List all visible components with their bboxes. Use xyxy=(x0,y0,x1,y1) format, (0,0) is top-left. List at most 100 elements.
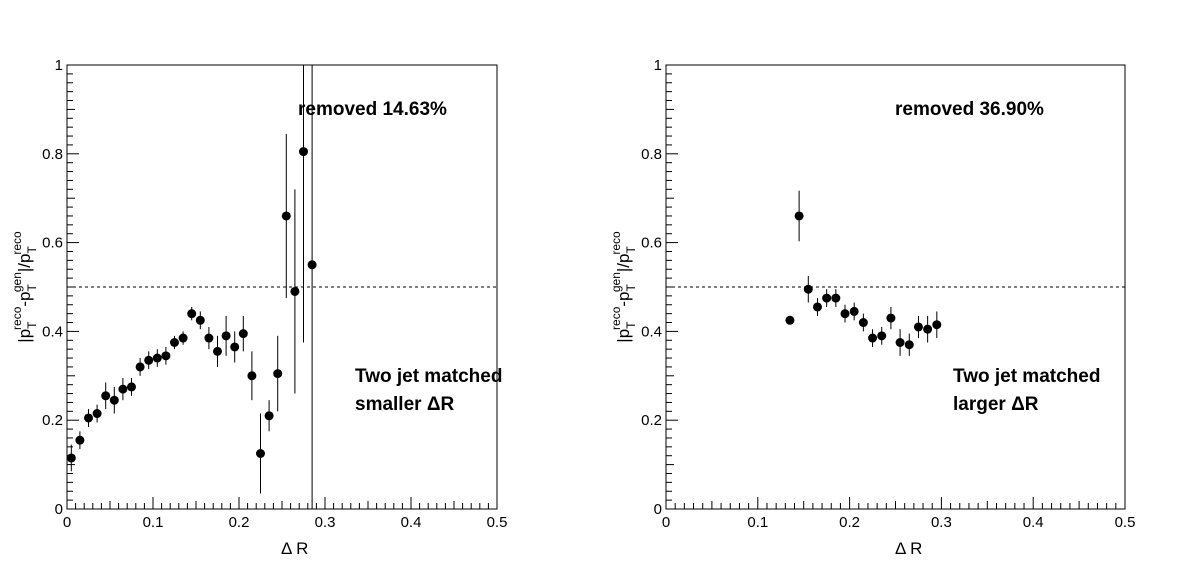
data-point xyxy=(118,384,128,394)
data-point xyxy=(84,413,93,423)
data-point xyxy=(92,409,102,419)
y-axis-label-part: reco xyxy=(609,306,623,330)
data-point xyxy=(868,333,878,343)
data-point xyxy=(273,369,283,379)
data-point xyxy=(299,147,308,157)
x-tick-label: 0 xyxy=(662,514,670,531)
data-point xyxy=(256,449,265,458)
y-tick-label: 0.6 xyxy=(42,235,63,252)
data-point xyxy=(281,211,291,221)
data-point xyxy=(264,411,274,421)
y-axis-label-part: T xyxy=(25,321,39,329)
y-axis-label-part: T xyxy=(25,283,39,291)
y-tick-label: 0.6 xyxy=(641,235,662,252)
chart-panel-1: 0 0.1 0.2 0.3 0.4 0.5 0 0.2 0.4 0.6 0.8 1 removed 14… xyxy=(10,57,507,558)
data-point xyxy=(913,322,923,332)
y-axis-label-part: -p xyxy=(15,291,34,306)
data-point xyxy=(178,333,188,343)
match-annotation-line1: Two jet matched xyxy=(953,366,1100,387)
removed-annotation: removed 36.90% xyxy=(895,99,1044,120)
data-point xyxy=(877,331,887,341)
data-point xyxy=(221,331,231,341)
data-point xyxy=(849,306,859,316)
data-point xyxy=(290,286,300,296)
y-tick-label: 0.4 xyxy=(42,323,63,340)
y-axis-label-part: |p xyxy=(15,329,34,343)
data-point xyxy=(230,342,240,352)
y-tick-label: 0 xyxy=(654,501,662,518)
match-annotation-line2: larger ΔR xyxy=(953,394,1039,415)
data-point xyxy=(152,353,162,363)
match-annotation-line1: Two jet matched xyxy=(355,366,502,387)
y-axis-label-part: |/p xyxy=(15,254,34,273)
data-point xyxy=(161,351,171,361)
data-point xyxy=(187,309,197,319)
data-point xyxy=(886,313,896,323)
data-point xyxy=(822,293,832,303)
y-axis-label-part: T xyxy=(624,246,638,254)
data-point xyxy=(213,346,222,356)
data-point xyxy=(785,315,795,325)
x-tick-label: 0 xyxy=(63,514,71,531)
data-point xyxy=(238,329,248,339)
x-tick-label: 0.5 xyxy=(487,514,508,531)
y-axis-label-part: reco xyxy=(10,306,24,330)
data-point xyxy=(923,324,933,334)
x-tick-label: 0.3 xyxy=(931,514,952,531)
y-tick-label: 1 xyxy=(55,57,63,74)
x-tick-label: 0.4 xyxy=(401,514,422,531)
data-point xyxy=(247,371,257,381)
data-point xyxy=(204,333,214,343)
match-annotation-line2: smaller ΔR xyxy=(355,394,454,415)
data-point xyxy=(307,260,317,270)
y-axis-label: |pTreco-pTgen|/pTreco xyxy=(609,231,638,343)
y-axis-label-part: |/p xyxy=(614,254,633,273)
x-tick-label: 0.4 xyxy=(1023,514,1044,531)
y-tick-label: 0.2 xyxy=(42,412,63,429)
x-axis-label: Δ R xyxy=(895,539,922,558)
data-point xyxy=(66,453,76,463)
data-point xyxy=(109,395,119,405)
x-tick-label: 0.2 xyxy=(229,514,250,531)
data-point xyxy=(904,340,914,350)
data-point xyxy=(812,302,822,312)
y-tick-label: 0 xyxy=(55,501,63,518)
y-axis-label-part: reco xyxy=(609,231,623,255)
data-point xyxy=(895,338,905,347)
data-point xyxy=(135,362,145,372)
y-axis-label-part: T xyxy=(25,246,39,254)
data-point xyxy=(803,284,813,294)
y-tick-label: 0.8 xyxy=(42,146,63,163)
chart-panel-2: 0 0.1 0.2 0.3 0.4 0.5 0 0.2 0.4 0.6 0.8 1 removed 36… xyxy=(609,57,1135,558)
y-tick-label: 0.8 xyxy=(641,146,662,163)
x-tick-label: 0.2 xyxy=(839,514,860,531)
data-point xyxy=(127,382,136,392)
y-axis-label-part: reco xyxy=(10,231,24,255)
y-axis-label-part: T xyxy=(624,283,638,291)
x-axis-label: Δ R xyxy=(281,539,308,558)
plot-frame xyxy=(66,64,498,510)
data-point xyxy=(794,211,804,221)
data-point xyxy=(170,338,179,347)
data-point xyxy=(195,315,205,325)
y-axis-label-part: gen xyxy=(609,272,623,292)
x-tick-label: 0.5 xyxy=(1115,514,1136,531)
x-tick-label: 0.1 xyxy=(747,514,768,531)
y-axis-label-part: |p xyxy=(614,329,633,343)
data-point xyxy=(840,309,850,319)
data-point xyxy=(101,391,111,401)
data-point xyxy=(858,318,868,328)
y-axis-label-part: gen xyxy=(10,272,24,292)
data-point xyxy=(144,355,154,365)
y-tick-label: 1 xyxy=(654,57,662,74)
x-tick-label: 0.3 xyxy=(315,514,336,531)
removed-annotation: removed 14.63% xyxy=(298,99,447,120)
data-point xyxy=(932,320,942,330)
data-point xyxy=(75,435,85,445)
y-tick-label: 0.2 xyxy=(641,412,662,429)
x-tick-label: 0.1 xyxy=(143,514,164,531)
y-tick-label: 0.4 xyxy=(641,323,662,340)
data-point xyxy=(831,293,841,303)
y-axis-label-part: T xyxy=(624,321,638,329)
